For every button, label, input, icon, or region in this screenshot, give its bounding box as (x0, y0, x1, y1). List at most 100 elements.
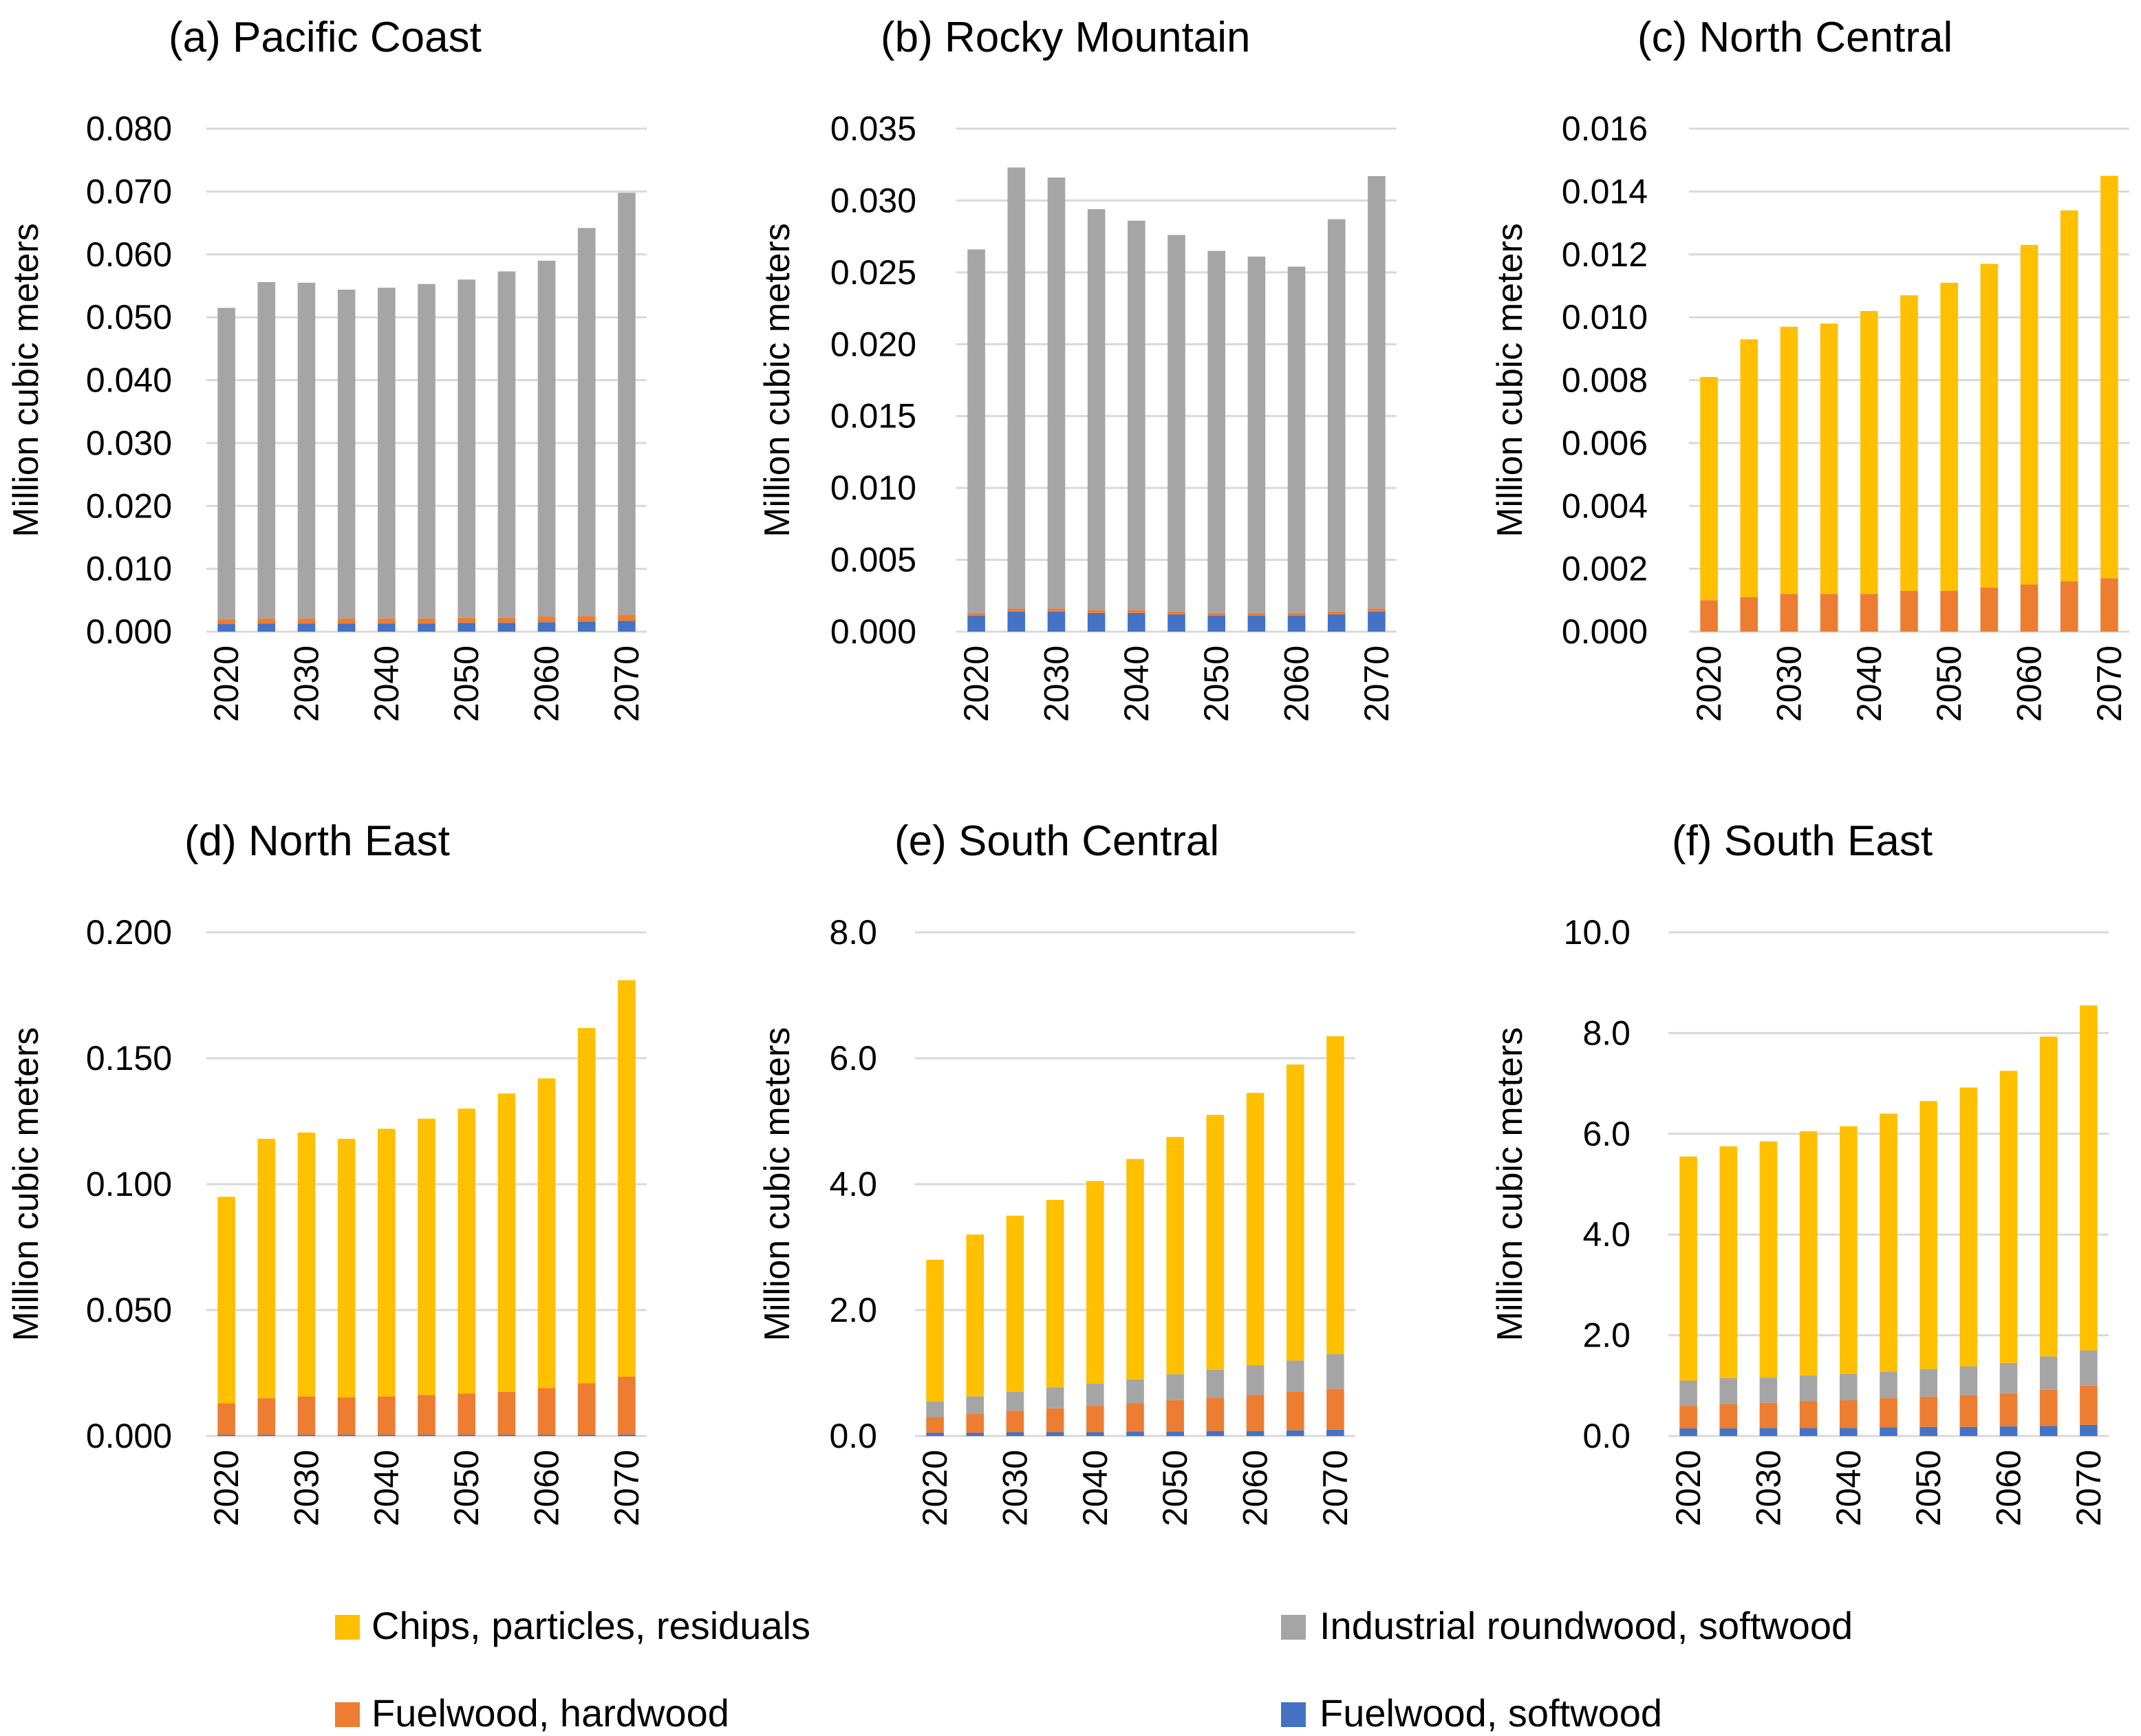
bar-segment-fuelwood-softwood-2050 (1166, 1431, 1184, 1436)
y-tick-label: 0.070 (86, 172, 172, 211)
bar-segment-fuelwood-softwood-2040 (1086, 1432, 1104, 1436)
bar-segment-fuelwood-hardwood-2030 (297, 618, 316, 624)
bar-segment-industrial-roundwood-softwood-2035 (1046, 1387, 1064, 1408)
legend-item: Fuelwood, hardwood (335, 1691, 729, 1735)
y-tick-label: 0.008 (1562, 361, 1648, 400)
bar-segment-industrial-roundwood-softwood-2045 (1880, 1371, 1897, 1399)
bar-segment-fuelwood-softwood-2030 (1006, 1432, 1024, 1436)
bar-segment-chips-particles-residuals-2040 (378, 1128, 396, 1397)
x-tick-label: 2050 (447, 1450, 486, 1526)
bar-segment-fuelwood-hardwood-2050 (1940, 590, 1958, 632)
bar-segment-fuelwood-hardwood-2045 (418, 618, 435, 624)
bar-segment-chips-particles-residuals-2035 (1799, 1131, 1818, 1376)
bar-segment-industrial-roundwood-softwood-2050 (1207, 250, 1225, 613)
y-tick-label: 0.080 (86, 109, 172, 148)
bar-segment-industrial-roundwood-softwood-2020 (1679, 1380, 1697, 1406)
bar-segment-chips-particles-residuals-2055 (1959, 1087, 1978, 1367)
bar-segment-industrial-roundwood-softwood-2065 (577, 228, 596, 617)
y-tick-label: 0.100 (86, 1165, 172, 1203)
x-tick-label: 2030 (1037, 645, 1075, 722)
chart-title: (c) North Central (1637, 14, 1952, 61)
x-tick-label: 2050 (1156, 1450, 1194, 1526)
legend-swatch (1281, 1702, 1306, 1727)
bar-segment-fuelwood-softwood-2070 (1368, 611, 1386, 632)
bar-segment-fuelwood-hardwood-2055 (1206, 1397, 1225, 1431)
bar-segment-industrial-roundwood-softwood-2070 (1368, 175, 1386, 609)
bar-segment-fuelwood-hardwood-2030 (1780, 594, 1798, 632)
x-tick-label: 2060 (2010, 645, 2049, 722)
bar-segment-fuelwood-softwood-2060 (1999, 1426, 2018, 1436)
bar-segment-fuelwood-softwood-2035 (1087, 612, 1106, 632)
bar-segment-fuelwood-hardwood-2025 (257, 1398, 276, 1435)
bar-segment-industrial-roundwood-softwood-2065 (1327, 219, 1346, 612)
bar-segment-chips-particles-residuals-2070 (1326, 1036, 1344, 1355)
bar-segment-chips-particles-residuals-2050 (458, 1108, 475, 1394)
x-tick-label: 2030 (1749, 1450, 1787, 1526)
bar-segment-fuelwood-softwood-2030 (1759, 1428, 1778, 1436)
chart-title: (a) Pacific Coast (169, 14, 482, 61)
chart-panel: (d) North East 0.000 0.050 0.100 0.150 0.200 M… (6, 817, 647, 1526)
bar-segment-chips-particles-residuals-2065 (1286, 1064, 1304, 1361)
bar-segment-industrial-roundwood-softwood-2020 (217, 308, 235, 619)
bar-segment-industrial-roundwood-softwood-2065 (1286, 1360, 1304, 1392)
bar-segment-industrial-roundwood-softwood-2040 (378, 288, 396, 619)
bar-segment-chips-particles-residuals-2045 (1126, 1159, 1144, 1380)
legend-item: Chips, particles, residuals (335, 1604, 810, 1647)
y-tick-label: 0.016 (1562, 109, 1648, 148)
y-tick-label: 0.000 (830, 612, 916, 651)
bar-segment-fuelwood-softwood-2055 (497, 1435, 516, 1436)
bar-segment-fuelwood-hardwood-2055 (497, 617, 516, 623)
bar-segment-chips-particles-residuals-2030 (1006, 1215, 1024, 1392)
x-tick-label: 2030 (1769, 645, 1808, 722)
bar-segment-fuelwood-hardwood-2060 (2020, 584, 2038, 632)
chart-panel: (c) North Central 0.000 0.002 0.004 0.006 0.0… (1490, 14, 2129, 722)
bar-segment-fuelwood-hardwood-2055 (1980, 588, 1999, 632)
bar-segment-fuelwood-softwood-2020 (217, 624, 235, 632)
legend-label: Chips, particles, residuals (372, 1604, 810, 1647)
x-tick-label: 2040 (1829, 1450, 1868, 1526)
bar-segment-fuelwood-hardwood-2025 (257, 618, 276, 624)
y-tick-label: 0.002 (1562, 550, 1648, 588)
x-tick-label: 2060 (1278, 645, 1316, 722)
bar-segment-fuelwood-softwood-2045 (418, 1435, 435, 1436)
bar-segment-fuelwood-softwood-2040 (1128, 612, 1145, 632)
bar-segment-chips-particles-residuals-2035 (1046, 1199, 1064, 1388)
bar-segment-chips-particles-residuals-2030 (1780, 326, 1798, 594)
y-axis-label: Million cubic meters (1490, 223, 1530, 537)
y-tick-label: 0.025 (830, 253, 916, 292)
x-tick-label: 2050 (1197, 645, 1236, 722)
y-tick-label: 0.005 (830, 541, 916, 579)
bar-segment-chips-particles-residuals-2050 (1940, 282, 1958, 591)
bar-segment-industrial-roundwood-softwood-2030 (1759, 1378, 1778, 1403)
bar-segment-fuelwood-hardwood-2025 (1719, 1404, 1738, 1429)
bar-segment-industrial-roundwood-softwood-2025 (257, 281, 276, 619)
x-tick-label: 2070 (607, 645, 646, 722)
bar-segment-fuelwood-hardwood-2060 (537, 617, 556, 623)
bar-segment-industrial-roundwood-softwood-2030 (1006, 1391, 1024, 1411)
bar-segment-fuelwood-hardwood-2040 (378, 1396, 396, 1435)
bar-segment-fuelwood-hardwood-2065 (2039, 1389, 2058, 1426)
chart-title: (e) South Central (894, 817, 1219, 865)
x-tick-label: 2070 (1357, 645, 1396, 722)
y-axis-label: Million cubic meters (6, 223, 46, 537)
bar-segment-fuelwood-softwood-2055 (497, 623, 516, 632)
bar-segment-chips-particles-residuals-2065 (577, 1028, 596, 1384)
bar-segment-fuelwood-hardwood-2020 (217, 1403, 235, 1435)
bar-segment-industrial-roundwood-softwood-2050 (1919, 1369, 1937, 1397)
bar-segment-fuelwood-softwood-2050 (1919, 1426, 1937, 1436)
bar-segment-fuelwood-hardwood-2045 (1126, 1403, 1144, 1432)
bar-segment-industrial-roundwood-softwood-2035 (1799, 1375, 1818, 1402)
bar-segment-chips-particles-residuals-2070 (2080, 1005, 2098, 1351)
bar-segment-industrial-roundwood-softwood-2045 (1126, 1379, 1144, 1404)
bar-segment-fuelwood-softwood-2040 (1840, 1428, 1858, 1436)
y-tick-label: 0.200 (86, 913, 172, 952)
legend-swatch (1281, 1615, 1306, 1640)
bar-segment-chips-particles-residuals-2040 (1860, 310, 1878, 594)
y-tick-label: 4.0 (1582, 1215, 1631, 1254)
bar-segment-fuelwood-softwood-2050 (458, 623, 475, 632)
x-tick-label: 2020 (207, 1450, 246, 1526)
bar-segment-chips-particles-residuals-2060 (1999, 1071, 2018, 1363)
bar-segment-fuelwood-hardwood-2070 (2100, 578, 2118, 632)
bar-segment-fuelwood-hardwood-2030 (1047, 608, 1066, 612)
